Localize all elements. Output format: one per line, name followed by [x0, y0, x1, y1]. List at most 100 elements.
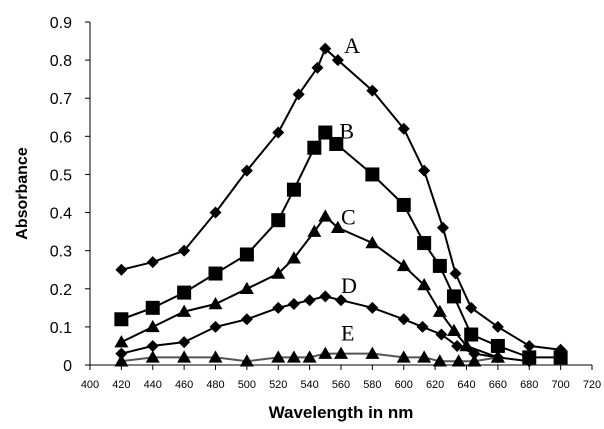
x-tick-label: 520 [269, 379, 287, 391]
series-a-point [311, 61, 324, 74]
series-c-point [396, 258, 411, 272]
x-tick-label: 480 [206, 379, 224, 391]
series-e-point [334, 346, 348, 359]
x-tick-label: 540 [300, 379, 318, 391]
x-tick-label: 560 [332, 379, 350, 391]
series-a-point [178, 244, 191, 257]
y-tick-label: 0.4 [50, 206, 72, 223]
series-b-point [208, 266, 223, 281]
series-e-point [451, 354, 466, 367]
series-b-point [417, 236, 432, 251]
series-d-point [209, 320, 222, 333]
series-a-point [436, 221, 449, 234]
x-tick-label: 700 [551, 379, 569, 391]
series-e-point [467, 354, 482, 367]
series-e-point [432, 354, 447, 367]
series-d-point [319, 290, 332, 303]
y-tick-label: 0.1 [50, 320, 72, 337]
series-b-point [307, 140, 322, 155]
series-c-point [330, 220, 345, 234]
series-b-point [318, 125, 333, 140]
series-e-point [177, 350, 192, 363]
x-tick-label: 620 [426, 379, 444, 391]
series-d-point [435, 328, 448, 341]
series-c-point [286, 251, 301, 264]
series-b-point [286, 182, 301, 197]
x-tick-label: 660 [489, 379, 507, 391]
series-b-point [271, 213, 286, 228]
series-c-point [271, 266, 286, 279]
series-b-point [114, 312, 129, 327]
x-tick-label: 580 [363, 379, 381, 391]
series-d-point [240, 313, 253, 326]
series-b-point [432, 258, 447, 273]
y-tick-label: 0 [63, 358, 72, 375]
y-tick-label: 0.6 [50, 129, 72, 146]
x-tick-label: 460 [175, 379, 193, 391]
series-e-point [318, 346, 333, 359]
y-tick-label: 0.8 [50, 53, 72, 70]
series-a-point [523, 339, 536, 352]
series-a-point [465, 301, 478, 314]
series-d-point [272, 301, 285, 314]
series-d-point [416, 320, 429, 333]
y-tick-label: 0.2 [50, 282, 72, 299]
series-e-point [286, 350, 301, 363]
series-b-point [365, 167, 380, 182]
series-e-point [145, 350, 160, 363]
series-d-label: D [341, 273, 357, 298]
series-d-point [115, 347, 128, 360]
x-axis-title: Wavelength in nm [269, 403, 414, 422]
series-e-point [271, 350, 286, 363]
series-c-point [307, 224, 322, 237]
series-a-point [319, 42, 332, 55]
x-tick-label: 400 [81, 379, 99, 391]
series-d-point [366, 301, 379, 314]
series-c-point [446, 323, 461, 336]
series-c-point [114, 335, 129, 348]
series-a-point [418, 164, 431, 177]
series-b-label: B [339, 119, 354, 144]
series-d-point [146, 339, 159, 352]
series-d-point [468, 347, 481, 360]
series-b-point [239, 247, 254, 262]
series-e-point [490, 350, 505, 363]
series-d-point [287, 298, 300, 311]
series-a-point [491, 320, 504, 333]
series-b-point [177, 285, 192, 300]
series-d-point [451, 339, 464, 352]
x-tick-label: 600 [395, 379, 413, 391]
series-a-point [240, 164, 253, 177]
series-c-point [365, 236, 380, 249]
y-tick-label: 0.3 [50, 244, 72, 261]
x-tick-label: 680 [520, 379, 538, 391]
series-a-point [292, 88, 305, 101]
x-tick-label: 720 [583, 379, 601, 391]
series-d-point [178, 336, 191, 349]
series-e-point [396, 350, 411, 363]
y-tick-label: 0.7 [50, 91, 72, 108]
series-c-label: C [341, 204, 356, 229]
series-d-point [335, 294, 347, 307]
series-a-point [115, 263, 128, 276]
series-b-point [329, 136, 344, 151]
series-b-point [145, 300, 160, 315]
series-e-point [208, 350, 223, 363]
x-tick-label: 420 [112, 379, 130, 391]
series-e-point [417, 350, 432, 363]
series-a-point [272, 126, 285, 139]
x-tick-label: 500 [238, 379, 256, 391]
series-a-point [449, 267, 462, 280]
series-c-point [208, 297, 223, 310]
series-e-point [239, 354, 254, 367]
x-tick-label: 440 [144, 379, 162, 391]
series-c-point [145, 319, 160, 333]
series-b-point [490, 338, 505, 353]
series-d-point [303, 294, 316, 307]
y-tick-label: 0.5 [50, 167, 72, 184]
y-axis-title: Absorbance [14, 147, 31, 240]
series-d-point [523, 355, 536, 368]
series-c-point [239, 281, 254, 295]
series-e-point [114, 354, 129, 367]
